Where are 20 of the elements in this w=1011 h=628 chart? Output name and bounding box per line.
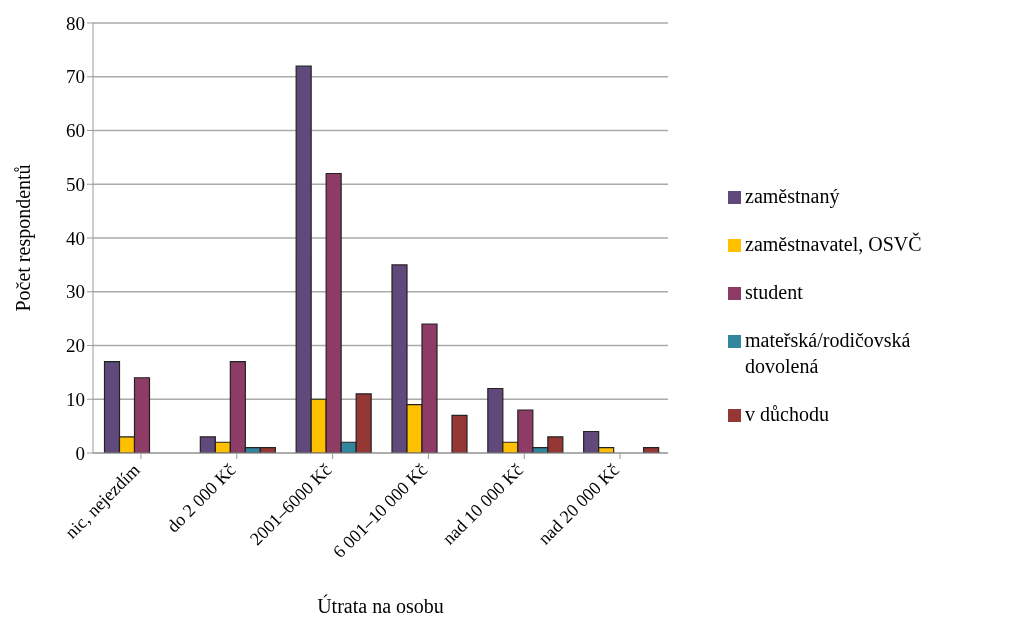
y-tick-label: 60 [66, 120, 85, 142]
legend-label: zaměstnaný [745, 183, 840, 209]
y-tick-label: 50 [66, 173, 85, 195]
y-tick-label: 0 [75, 442, 85, 464]
bar [451, 414, 468, 453]
x-tick-label: nad 10 000 Kč [438, 459, 528, 549]
y-tick-label: 40 [66, 227, 85, 249]
legend-label: student [745, 279, 803, 305]
x-axis-title: Útrata na osobu [317, 594, 444, 617]
y-tick-label: 10 [66, 388, 85, 410]
y-axis-title: Počet respondentů [12, 164, 36, 312]
legend-label: mateřská/rodičovská dovolená [745, 327, 912, 379]
x-tick-label: do 2 000 Kč [162, 459, 240, 537]
legend-label: v důchodu [745, 401, 829, 427]
y-tick-label: 30 [66, 281, 85, 303]
y-tick-label: 20 [66, 335, 85, 357]
legend-label: zaměstnavatel, OSVČ [745, 231, 922, 257]
y-tick-label: 80 [66, 12, 85, 34]
x-tick-label: nad 20 000 Kč [534, 459, 623, 549]
y-tick-label: 70 [66, 66, 85, 88]
